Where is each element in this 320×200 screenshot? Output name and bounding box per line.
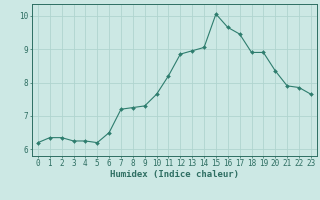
X-axis label: Humidex (Indice chaleur): Humidex (Indice chaleur) <box>110 170 239 179</box>
